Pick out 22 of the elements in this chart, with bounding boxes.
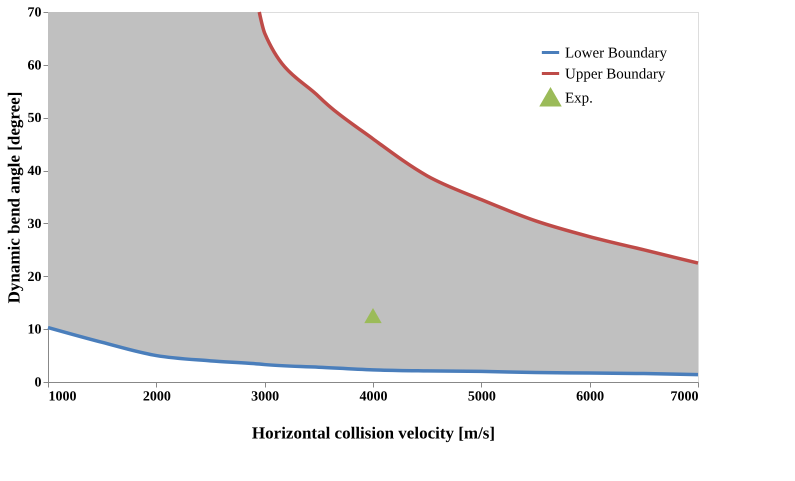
x-tick-label: 4000 [360, 390, 388, 404]
y-tick-label: 30 [28, 216, 42, 232]
y-tick-label: 10 [28, 322, 42, 338]
legend-label: Exp. [565, 90, 593, 106]
line-series [258, 10, 700, 265]
x-tick-label: 7000 [670, 390, 698, 404]
line-series [46, 326, 700, 376]
x-tick-label: 3000 [251, 390, 280, 404]
y-tick-label: 60 [28, 58, 42, 74]
y-axis-title: Dynamic bend angle [degree] [4, 92, 24, 304]
x-tick-label: 5000 [468, 390, 496, 404]
y-tick-label: 0 [34, 376, 42, 390]
legend-label: Lower Boundary [565, 46, 668, 62]
x-tick-label: 6000 [576, 390, 604, 404]
x-tick-label: 2000 [142, 390, 171, 404]
x-axis-title: Horizontal collision velocity [m/s] [252, 424, 496, 442]
y-tick-label: 20 [28, 270, 42, 285]
y-tick-label: 70 [28, 6, 42, 20]
y-tick-label: 40 [28, 164, 42, 180]
y-tick-label: 50 [28, 111, 42, 126]
x-tick-label: 1000 [48, 390, 76, 404]
legend-label: Upper Boundary [565, 66, 666, 82]
